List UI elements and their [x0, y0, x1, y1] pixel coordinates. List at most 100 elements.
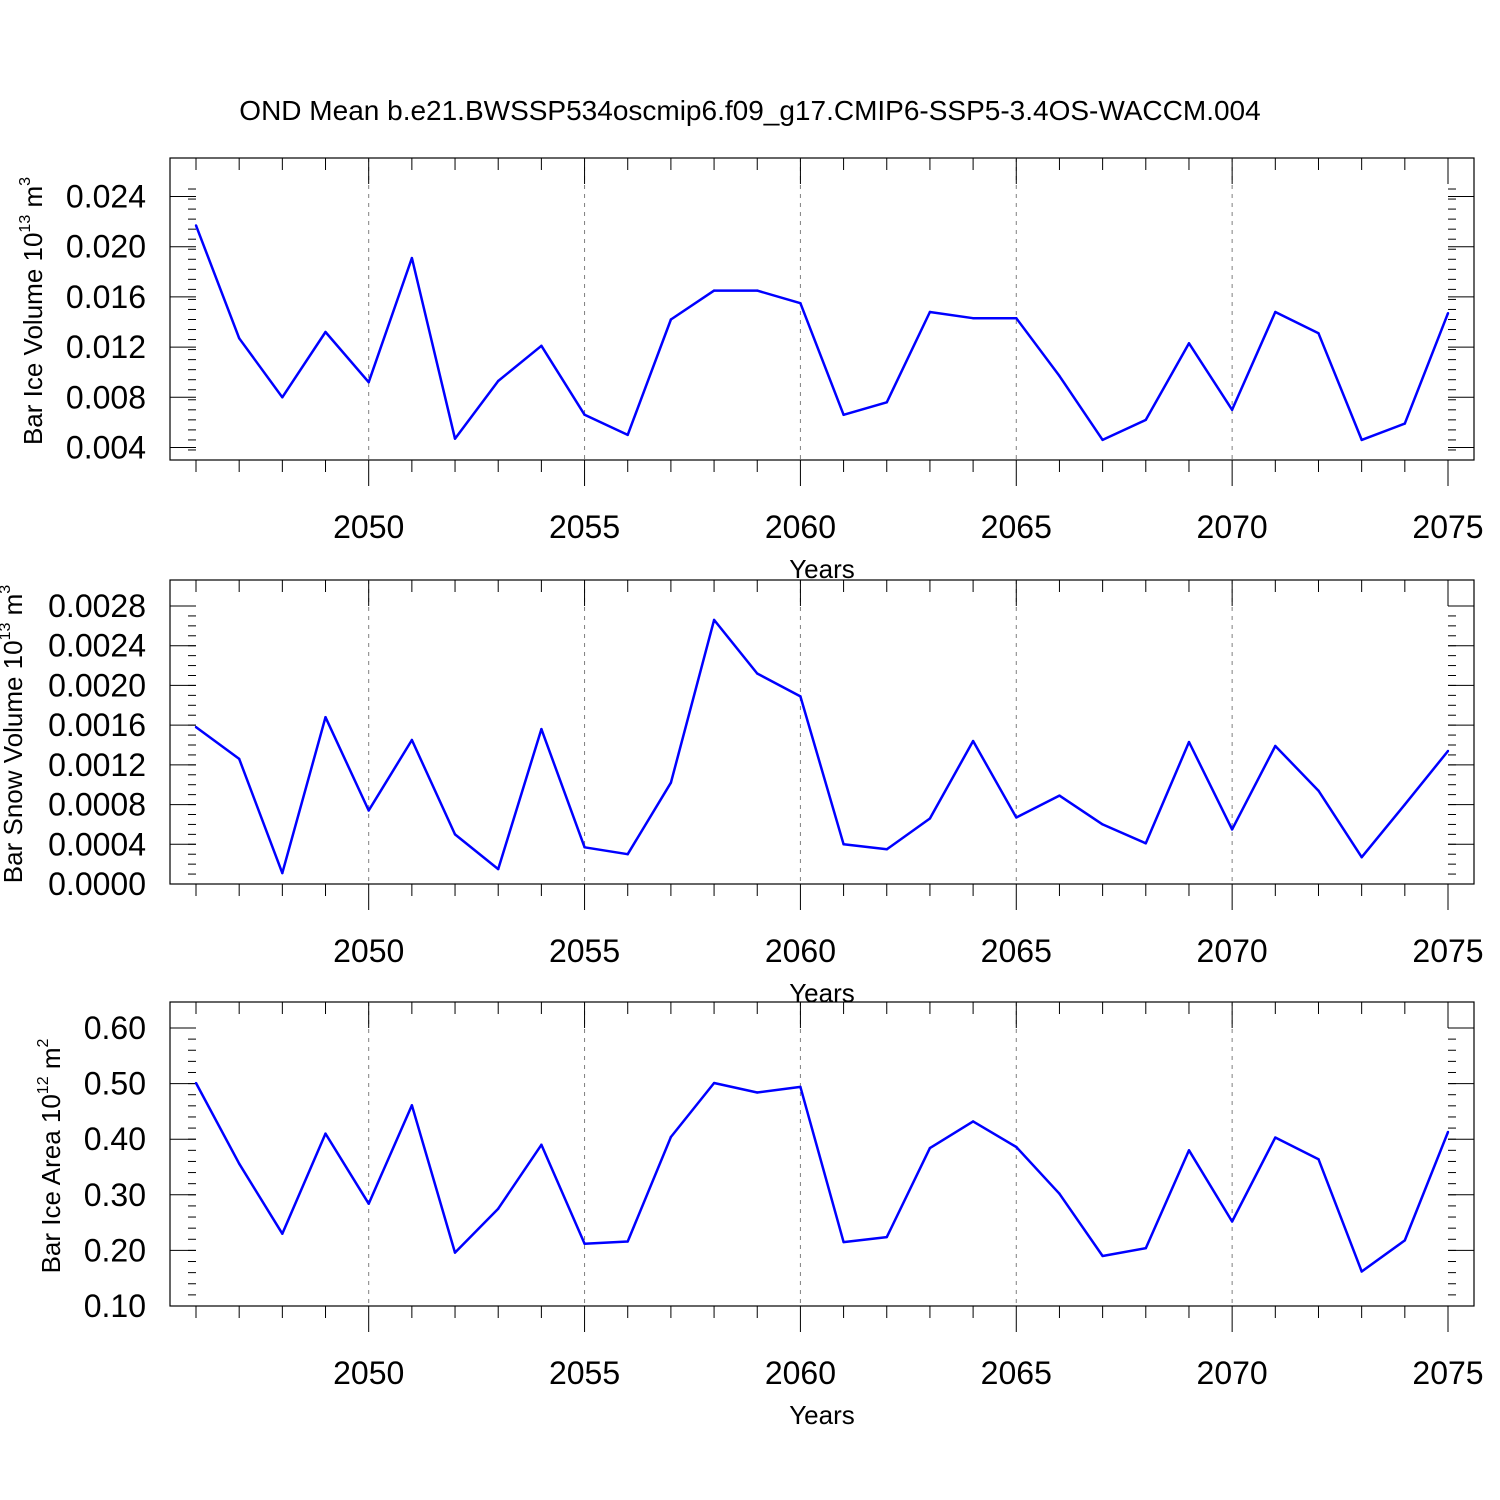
data-point	[1144, 418, 1147, 422]
data-point	[367, 381, 370, 384]
data-point	[324, 716, 327, 719]
data-point	[1274, 310, 1277, 314]
x-tick-label: 2060	[765, 1355, 836, 1391]
y-tick-label: 0.50	[84, 1066, 146, 1102]
data-point	[799, 301, 802, 305]
data-point	[1317, 789, 1320, 792]
x-tick-label: 2075	[1412, 933, 1483, 969]
y-tick-label: 0.008	[66, 379, 146, 415]
data-point	[1230, 1220, 1234, 1223]
x-axis-label: Years	[789, 554, 855, 584]
data-point	[194, 725, 198, 729]
data-point	[194, 224, 198, 227]
data-point	[669, 318, 673, 321]
x-tick-label: 2050	[333, 1355, 404, 1391]
data-point	[712, 1081, 716, 1085]
x-tick-label: 2050	[333, 933, 404, 969]
data-point	[1274, 1136, 1277, 1139]
data-point	[756, 1091, 759, 1094]
data-point	[281, 396, 284, 399]
data-point	[928, 310, 932, 314]
plot-frame	[169, 579, 1475, 885]
data-point	[324, 1132, 327, 1135]
data-point	[669, 1135, 673, 1139]
data-point	[1015, 317, 1018, 320]
data-point	[281, 871, 284, 875]
data-point	[410, 738, 414, 742]
data-point	[799, 695, 802, 698]
data-point	[885, 1235, 888, 1239]
y-tick-label: 0.020	[66, 229, 146, 265]
data-point	[626, 1240, 629, 1243]
y-tick-label: 0.40	[84, 1121, 146, 1157]
x-tick-label: 2050	[333, 509, 404, 545]
y-axis-label: Bar Ice Area 1012 m2	[35, 1038, 66, 1273]
data-point	[669, 781, 673, 784]
data-point	[1058, 1192, 1061, 1195]
x-tick-label: 2075	[1412, 1355, 1483, 1391]
data-point	[540, 1143, 543, 1146]
data-point	[194, 1081, 198, 1085]
data-point	[1360, 438, 1363, 442]
data-point	[842, 413, 845, 417]
y-tick-label: 0.004	[66, 429, 146, 465]
data-point	[237, 1162, 241, 1165]
data-point	[281, 1232, 284, 1235]
y-tick-label: 0.0028	[48, 588, 146, 624]
y-tick-label: 0.0008	[48, 787, 146, 823]
x-tick-label: 2070	[1197, 1355, 1268, 1391]
data-point	[928, 1146, 932, 1150]
data-point	[756, 672, 759, 675]
data-point	[626, 433, 629, 437]
data-point	[712, 618, 716, 622]
data-point	[1230, 408, 1234, 412]
y-tick-label: 0.024	[66, 179, 146, 215]
y-tick-label: 0.012	[66, 329, 146, 365]
data-point	[453, 1251, 457, 1254]
y-axis-label: Bar Snow Volume 1013 m3	[0, 585, 28, 884]
x-tick-label: 2060	[765, 933, 836, 969]
data-point	[928, 817, 932, 820]
series-line-snow-volume	[195, 618, 1449, 875]
y-tick-label: 0.016	[66, 279, 146, 315]
data-point	[1317, 332, 1320, 335]
y-tick-label: 0.20	[84, 1232, 146, 1268]
data-point	[1187, 740, 1191, 744]
data-point	[799, 1085, 802, 1089]
data-point	[410, 256, 414, 260]
y-tick-label: 0.10	[84, 1288, 146, 1324]
data-point	[237, 337, 241, 340]
data-point	[971, 317, 975, 320]
data-point	[1144, 1246, 1147, 1250]
data-point	[540, 344, 543, 348]
x-tick-label: 2055	[549, 933, 620, 969]
data-point	[1360, 1270, 1363, 1273]
x-tick-label: 2065	[981, 509, 1052, 545]
data-point	[1446, 749, 1450, 753]
data-point	[1446, 1130, 1450, 1134]
data-point	[842, 843, 845, 846]
x-tick-label: 2060	[765, 509, 836, 545]
x-tick-label: 2055	[549, 1355, 620, 1391]
data-point	[583, 413, 586, 417]
x-axis-label: Years	[789, 1400, 855, 1430]
data-point	[583, 1242, 586, 1245]
data-point	[367, 809, 370, 812]
y-tick-label: 0.30	[84, 1177, 146, 1213]
plot-frame	[169, 1001, 1475, 1307]
data-point	[410, 1104, 414, 1107]
panel-snow-volume: 2050 2055 2060 2065 2070 20750.00000.00040.00…	[0, 579, 1484, 1008]
data-point	[1058, 374, 1061, 378]
y-tick-label: 0.0020	[48, 667, 146, 703]
data-point	[1403, 422, 1407, 425]
series-line-ice-volume	[194, 224, 1450, 442]
x-tick-label: 2065	[981, 1355, 1052, 1391]
data-point	[583, 846, 586, 849]
y-tick-label: 0.0012	[48, 747, 146, 783]
data-point	[497, 1207, 500, 1210]
y-tick-label: 0.0024	[48, 628, 146, 664]
data-point	[712, 289, 716, 292]
data-point	[453, 833, 457, 836]
data-point	[1101, 1254, 1104, 1258]
